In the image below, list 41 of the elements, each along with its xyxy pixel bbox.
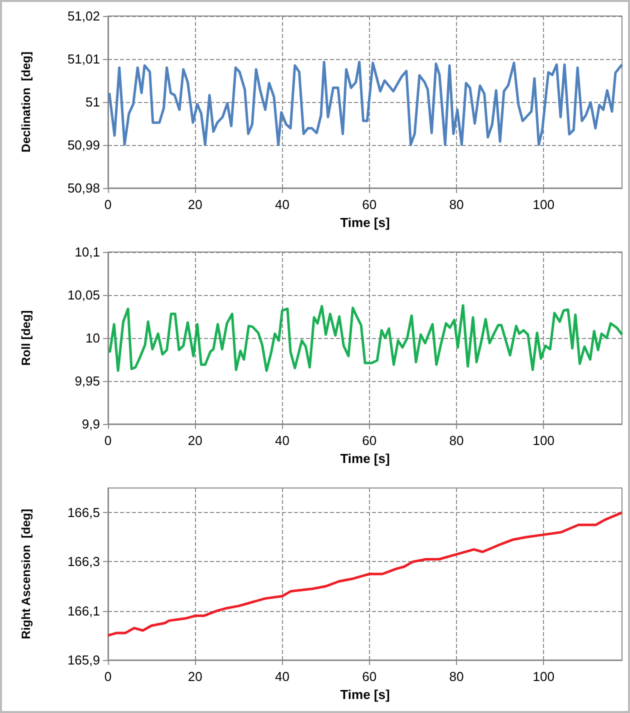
x-tick-label: 40: [275, 433, 290, 448]
x-axis-title: Time [s]: [340, 686, 390, 702]
x-tick-label: 0: [104, 197, 112, 212]
x-tick-label: 80: [449, 669, 464, 684]
x-tick-label: 0: [104, 669, 112, 684]
x-tick-label: 0: [104, 433, 112, 448]
y-axis-title: Right Ascension [deg]: [19, 508, 33, 640]
y-tick-label: 50,99: [67, 138, 100, 152]
y-tick-label: 10: [86, 330, 100, 346]
y-tick-label: 10,05: [67, 288, 100, 302]
x-tick-label: 60: [362, 669, 377, 684]
y-tick-label: 165,9: [67, 652, 100, 668]
x-tick-label: 40: [275, 669, 290, 684]
x-tick-label: 80: [449, 197, 464, 212]
x-tick-label: 20: [188, 433, 202, 448]
x-tick-label: 100: [532, 669, 554, 684]
y-tick-label: 166,5: [67, 505, 100, 520]
line-series: [108, 304, 624, 372]
y-tick-label: 9,9: [82, 416, 100, 432]
y-tick-label: 50,98: [67, 180, 100, 196]
y-tick-label: 10,1: [74, 244, 100, 260]
x-tick-label: 60: [362, 433, 377, 448]
y-axis-title: Roll [deg]: [19, 310, 33, 366]
y-tick-label: 51,02: [67, 8, 100, 24]
x-tick-label: 100: [532, 433, 554, 448]
x-axis-title: Time [s]: [340, 214, 390, 230]
x-tick-label: 60: [362, 197, 377, 212]
y-tick-label: 9,95: [74, 374, 100, 388]
y-tick-label: 51: [86, 94, 100, 110]
y-tick-label: 166,3: [67, 554, 100, 570]
x-tick-label: 40: [275, 197, 290, 212]
y-axis-title: Declination [deg]: [19, 52, 33, 152]
x-axis-title: Time [s]: [340, 450, 390, 466]
line-series: [106, 511, 624, 637]
x-tick-label: 100: [532, 197, 554, 212]
y-tick-label: 51,01: [67, 52, 100, 66]
x-tick-label: 20: [188, 669, 202, 684]
y-tick-label: 166,1: [67, 603, 100, 618]
line-series: [108, 60, 624, 146]
x-tick-label: 20: [188, 197, 202, 212]
x-tick-label: 80: [449, 433, 464, 448]
